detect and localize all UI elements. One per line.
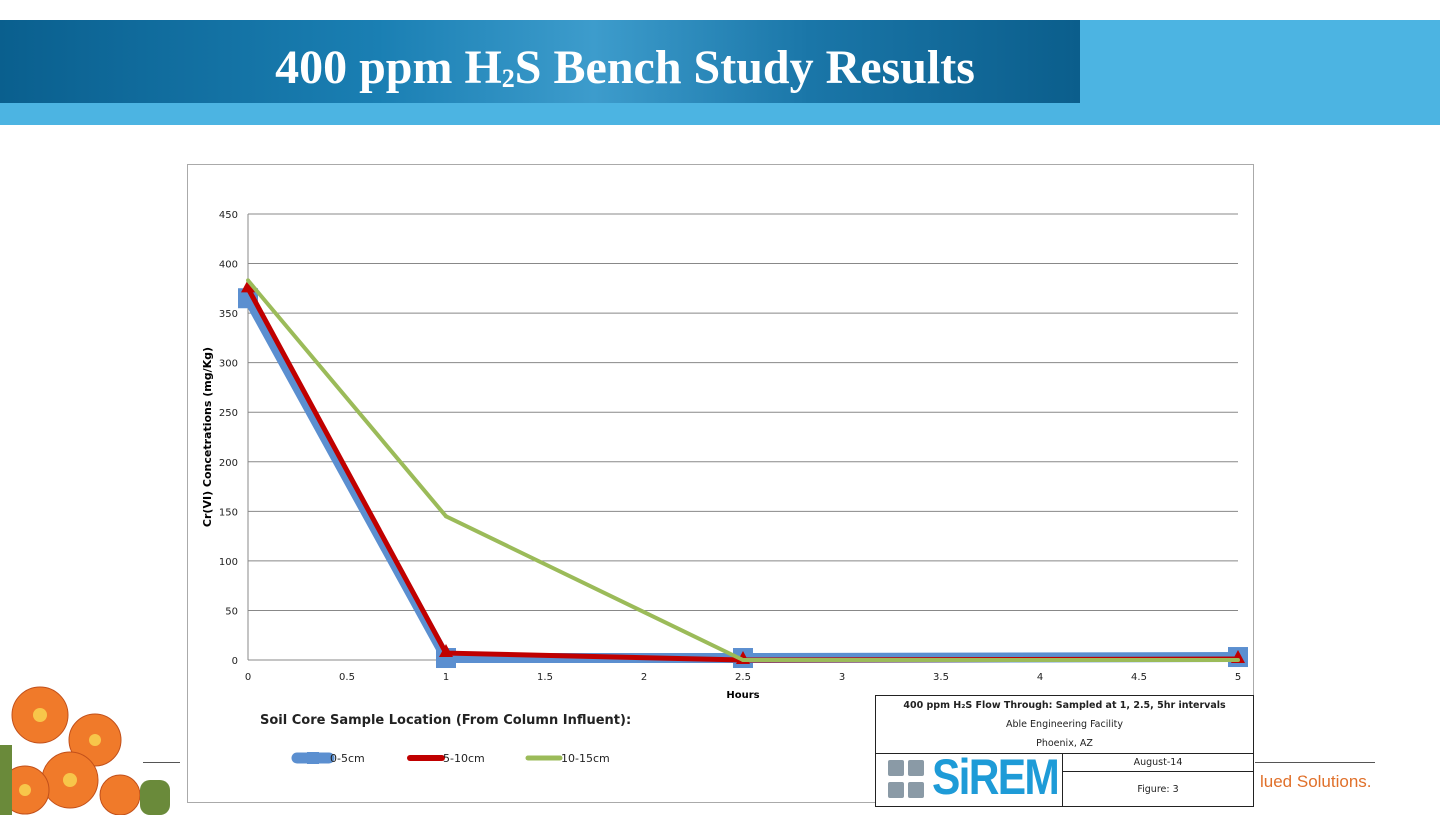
title-block-line1: 400 ppm H₂S Flow Through: Sampled at 1, … — [903, 700, 1226, 711]
x-axis-title: Hours — [726, 690, 759, 701]
y-axis-title: Cr(VI) Concetrations (mg/Kg) — [201, 347, 214, 527]
data-point — [444, 514, 448, 519]
y-tick-label: 150 — [219, 507, 238, 518]
data-point — [241, 279, 255, 293]
footer-divider — [1255, 762, 1375, 763]
y-tick-label: 50 — [225, 606, 238, 617]
series-line-10-15cm — [246, 279, 1238, 662]
series-line-5-10cm — [245, 287, 1239, 663]
y-tick-label: 0 — [232, 656, 238, 667]
x-tick-label: 4.5 — [1131, 672, 1147, 683]
title-block-date: August-14 — [1063, 754, 1253, 772]
x-tick-label: 0 — [245, 672, 251, 683]
header-banner — [0, 20, 1080, 103]
data-point — [1236, 658, 1240, 662]
y-tick-label: 400 — [219, 260, 238, 271]
footer-tagline: lued Solutions. — [1260, 772, 1372, 791]
legend-label: 10-15cm — [561, 752, 610, 765]
y-tick-label: 250 — [219, 408, 238, 419]
y-tick-label: 350 — [219, 309, 238, 320]
x-tick-label: 3.5 — [933, 672, 949, 683]
legend-label: 0-5cm — [330, 752, 365, 765]
title-block-line2: Able Engineering Facility — [1006, 719, 1123, 730]
legend-marker — [307, 752, 319, 764]
x-tick-label: 3 — [839, 672, 845, 683]
legend-title: Soil Core Sample Location (From Column I… — [260, 713, 631, 728]
x-tick-label: 1 — [443, 672, 449, 683]
title-block: 400 ppm H₂S Flow Through: Sampled at 1, … — [875, 695, 1254, 807]
x-tick-label: 1.5 — [537, 672, 553, 683]
data-point — [439, 644, 453, 658]
cactus-flower-image — [0, 686, 170, 815]
title-block-figure: Figure: 3 — [1137, 784, 1179, 795]
footer-divider — [143, 762, 180, 763]
x-tick-label: 4 — [1037, 672, 1043, 683]
slide-title: 400 ppm H2S Bench Study Results — [275, 41, 975, 94]
title-block-line3: Phoenix, AZ — [1036, 738, 1093, 749]
x-tick-label: 2.5 — [735, 672, 751, 683]
data-point — [246, 278, 250, 283]
y-tick-label: 450 — [219, 210, 238, 221]
y-tick-label: 100 — [219, 557, 238, 568]
y-tick-label: 300 — [219, 359, 238, 370]
y-tick-label: 200 — [219, 458, 238, 469]
x-tick-label: 0.5 — [339, 672, 355, 683]
data-point — [741, 658, 745, 662]
series-line-0-5cm — [243, 295, 1239, 664]
x-tick-label: 2 — [641, 672, 647, 683]
x-tick-label: 5 — [1235, 672, 1241, 683]
legend-label: 5-10cm — [443, 752, 485, 765]
sirem-logo: SiREM — [876, 749, 1063, 807]
